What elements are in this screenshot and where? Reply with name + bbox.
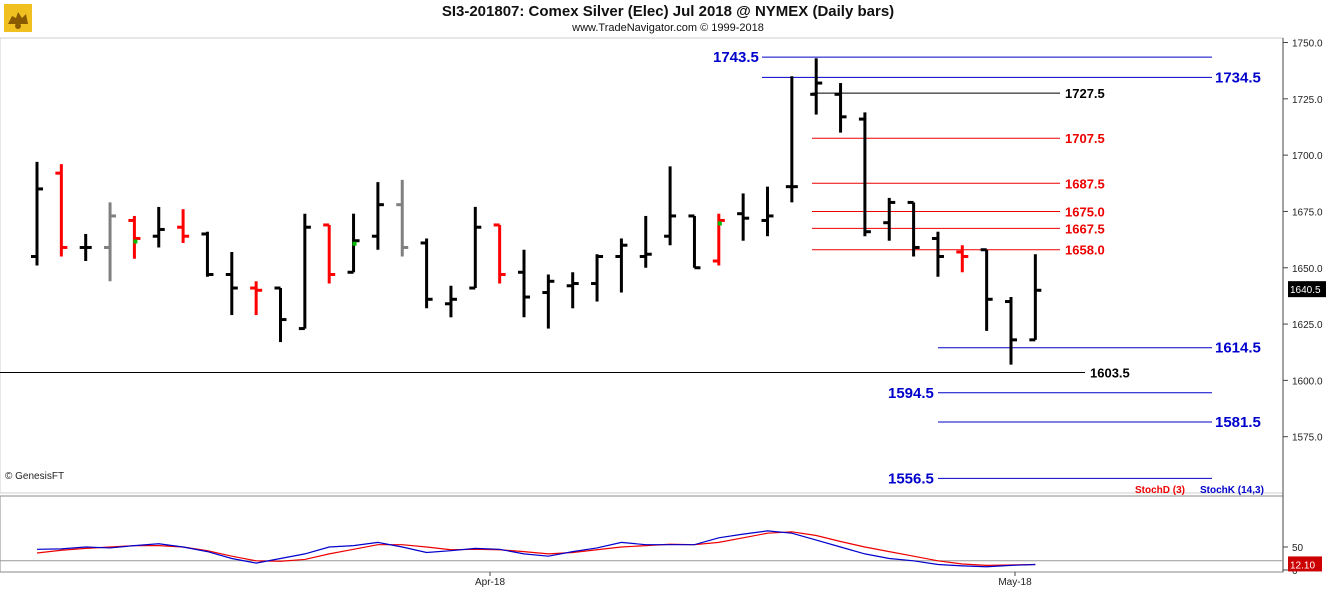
ohlc-bar (810, 58, 823, 115)
ohlc-bar (858, 112, 871, 237)
ohlc-bar (420, 238, 433, 309)
osc-series-line (36, 530, 1036, 568)
ohlc-bar (371, 182, 384, 250)
osc-y-tick-label: 50 (1292, 543, 1304, 554)
last-price-label: 1640.5 (1290, 285, 1321, 296)
x-tick-label: May-18 (998, 577, 1032, 588)
y-tick-label: 1600.0 (1292, 376, 1323, 387)
ohlc-bar (225, 251, 238, 316)
x-tick-label: Apr-18 (475, 577, 505, 588)
ohlc-bar (518, 249, 530, 318)
ohlc-bar (55, 164, 68, 257)
ohlc-bar (737, 193, 750, 241)
y-tick-label: 1750.0 (1292, 39, 1323, 50)
ohlc-bar (542, 274, 555, 329)
ohlc-bar (493, 223, 506, 284)
ohlc-bar (834, 83, 847, 133)
ohlc-bar (688, 214, 701, 270)
osc-legend-d: StochD (3) (1135, 485, 1185, 496)
chart-header: SI3-201807: Comex Silver (Elec) Jul 2018… (0, 0, 1336, 36)
level-label: 1675.0 (1065, 204, 1105, 219)
ohlc-bar (931, 231, 944, 277)
level-label: 1687.5 (1065, 176, 1105, 191)
y-tick-label: 1650.0 (1292, 264, 1323, 275)
ohlc-bar (323, 223, 336, 284)
signal-marker (133, 239, 138, 244)
ohlc-bar (469, 206, 482, 290)
bull-logo-icon (4, 4, 32, 32)
ohlc-bar (298, 213, 311, 331)
ohlc-bar (785, 76, 798, 203)
y-tick-label: 1575.0 (1292, 433, 1323, 444)
y-tick-label: 1675.0 (1292, 207, 1323, 218)
ohlc-bar (907, 200, 920, 257)
ohlc-bar (177, 209, 190, 243)
ohlc-bar (761, 186, 774, 237)
credit-label: © GenesisFT (5, 471, 64, 482)
signal-marker (352, 241, 357, 246)
ohlc-bar (1029, 254, 1042, 342)
level-label: 1743.5 (713, 49, 759, 66)
ohlc-bar (201, 231, 214, 277)
osc-legend-k: StochK (14,3) (1200, 485, 1264, 496)
price-pane-frame (0, 37, 1284, 494)
ohlc-bar (956, 245, 969, 273)
level-label: 1581.5 (1215, 414, 1261, 431)
level-label: 1707.5 (1065, 131, 1105, 146)
last-price-box (1288, 281, 1326, 298)
ohlc-bar (615, 238, 628, 293)
ohlc-bar (104, 202, 117, 282)
level-label: 1614.5 (1215, 340, 1261, 357)
level-label: 1734.5 (1215, 69, 1261, 86)
ohlc-bar (444, 285, 457, 318)
ohlc-bar (152, 206, 165, 248)
osc-y-tick-label: 0 (1292, 566, 1298, 577)
ohlc-bar (250, 281, 263, 316)
ohlc-bar (664, 166, 677, 246)
ohlc-bar (128, 215, 141, 259)
ohlc-bar (639, 215, 652, 268)
osc-last-value-box (1288, 556, 1322, 572)
ohlc-bar (980, 248, 993, 331)
chart-title: SI3-201807: Comex Silver (Elec) Jul 2018… (441, 3, 895, 20)
osc-series-line (36, 531, 1036, 567)
ohlc-bar (396, 179, 409, 257)
ohlc-bar (274, 286, 287, 343)
ohlc-bar (883, 197, 896, 241)
signal-marker (717, 221, 722, 226)
ohlc-bar (591, 254, 604, 302)
level-label: 1556.5 (888, 470, 934, 487)
level-label: 1727.5 (1065, 86, 1105, 101)
ohlc-bar (1005, 297, 1017, 365)
chart-subtitle: www.TradeNavigator.com © 1999-2018 (572, 22, 764, 34)
level-label: 1667.5 (1065, 221, 1105, 236)
level-label: 1658.0 (1065, 243, 1105, 258)
ohlc-bar (347, 213, 360, 274)
y-tick-label: 1700.0 (1292, 151, 1323, 162)
level-label: 1603.5 (1090, 365, 1130, 380)
ohlc-bar (31, 161, 43, 266)
ohlc-bar (712, 213, 725, 266)
osc-last-value-label: 12.10 (1290, 560, 1315, 571)
ohlc-bar (79, 233, 92, 261)
level-label: 1594.5 (888, 385, 934, 402)
ohlc-bar (566, 272, 579, 309)
y-tick-label: 1625.0 (1292, 320, 1323, 331)
y-tick-label: 1725.0 (1292, 95, 1323, 106)
